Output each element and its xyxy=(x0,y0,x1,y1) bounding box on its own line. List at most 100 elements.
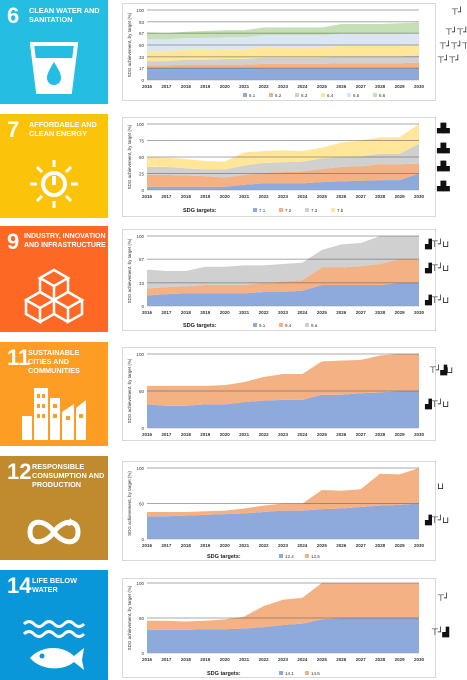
x-tick-label: 2025 xyxy=(317,194,328,199)
x-tick-label: 2021 xyxy=(239,194,250,199)
x-tick-label: 2020 xyxy=(220,543,231,548)
legend-label: 6.4 xyxy=(327,93,334,98)
area-series-12-5 xyxy=(147,468,419,517)
x-tick-label: 2024 xyxy=(297,432,308,437)
legend-label: 6.1 xyxy=(249,93,256,98)
sdg-number: 12 xyxy=(7,459,32,484)
sdg-title: RESPONSIBLE CONSUMPTION AND PRODUCTION xyxy=(32,462,105,489)
area-series-6-6 xyxy=(147,22,419,40)
sdg-number: 7 xyxy=(7,117,20,142)
y-tick-label: 67 xyxy=(139,257,145,262)
infinity-icon xyxy=(0,456,108,560)
tap-icon: ⊤┘ xyxy=(451,8,463,18)
sdg-number: 9 xyxy=(7,229,20,254)
sdg-title: AFFORDABLE AND CLEAN ENERGY xyxy=(29,120,97,138)
x-tick-label: 2019 xyxy=(200,310,211,315)
x-tick-label: 2030 xyxy=(414,310,425,315)
area-series-6-1 xyxy=(147,68,419,80)
x-tick-label: 2020 xyxy=(220,432,231,437)
sdg-title: CLEAN WATER AND SANITATION xyxy=(29,6,100,24)
sun-power-icon xyxy=(0,114,108,218)
area-series-6-2 xyxy=(147,62,419,69)
factory-tap-bin-icons: ▟⊤┘⊔ xyxy=(425,240,449,250)
legend-label: 12.4 xyxy=(285,554,294,559)
legend-label: 7.3 xyxy=(311,208,318,213)
x-tick-label: 2019 xyxy=(200,432,211,437)
y-tick-label: 0 xyxy=(141,651,144,656)
x-tick-label: 2025 xyxy=(317,310,328,315)
sdg-tile-11: 11 SUSTAINABLE CITIES AND COMMUNITIES xyxy=(0,342,108,446)
x-tick-label: 2023 xyxy=(278,543,289,548)
area-series-6-3 xyxy=(147,55,419,66)
sdg-number: 14 xyxy=(7,573,32,598)
x-tick-label: 2026 xyxy=(336,194,347,199)
x-tick-label: 2017 xyxy=(161,84,172,89)
legend-swatch xyxy=(269,93,273,97)
x-tick-label: 2021 xyxy=(239,432,250,437)
x-tick-label: 2029 xyxy=(395,432,406,437)
legend-swatch xyxy=(321,93,325,97)
legend-swatch xyxy=(305,208,309,212)
y-tick-label: 50 xyxy=(139,616,145,621)
legend-swatch xyxy=(295,93,299,97)
chart-panel-14: 0 50 100 2016 2017 2018 2019 2020 2021 2022 2023 20… xyxy=(122,578,436,678)
x-tick-label: 2020 xyxy=(220,194,231,199)
x-tick-label: 2022 xyxy=(259,310,270,315)
x-tick-label: 2018 xyxy=(181,310,192,315)
y-tick-label: 100 xyxy=(136,466,144,471)
x-tick-label: 2020 xyxy=(220,657,231,662)
chart-panel-9: 0 33 67 100 2016 2017 2018 2019 2020 2021 2022 2023… xyxy=(122,229,436,331)
area-series-7-3 xyxy=(147,143,419,178)
y-axis-label: SDG achievement, by target (%) xyxy=(127,12,132,77)
legend-label: 14.5 xyxy=(311,671,320,676)
x-tick-label: 2016 xyxy=(142,84,153,89)
x-tick-label: 2025 xyxy=(317,657,328,662)
tap-icon: ⊤┘ xyxy=(437,594,449,604)
x-tick-label: 2016 xyxy=(142,432,153,437)
legend-swatch xyxy=(373,93,377,97)
area-series-12-4 xyxy=(147,503,419,539)
area-chart-sdg12: 0 50 100 2016 2017 2018 2019 2020 2021 2022 2023 20… xyxy=(127,466,425,560)
x-tick-label: 2027 xyxy=(356,84,367,89)
x-tick-label: 2023 xyxy=(278,657,289,662)
legend-label: 14.1 xyxy=(285,671,294,676)
legend-heading: SDG targets: xyxy=(183,208,217,214)
x-tick-label: 2025 xyxy=(317,543,328,548)
sdg-number: 11 xyxy=(7,345,31,370)
chart-panel-7: 0 25 50 75 100 2016 2017 2018 2019 2020 2021 2022 20… xyxy=(122,117,436,217)
x-tick-label: 2016 xyxy=(142,657,153,662)
legend-label: 9.4 xyxy=(285,323,292,328)
side-icons-7: ▟▙ ▟▙ ▟▙ ▟▙ xyxy=(437,124,463,210)
x-tick-label: 2030 xyxy=(414,194,425,199)
bin-icon: ⊔ xyxy=(437,482,444,492)
x-tick-label: 2024 xyxy=(297,543,308,548)
fish-waves-icon xyxy=(0,570,108,680)
x-tick-label: 2027 xyxy=(356,543,367,548)
y-axis-label: SDG achievement, by target (%) xyxy=(127,471,132,536)
chart-panel-11: 0 50 100 2016 2017 2018 2019 2020 2021 2022 2023 20… xyxy=(122,347,436,441)
legend-label: 12.5 xyxy=(311,554,320,559)
y-tick-label: 100 xyxy=(136,122,144,127)
x-tick-label: 2022 xyxy=(259,432,270,437)
area-series-14-5 xyxy=(147,583,419,630)
legend-swatch xyxy=(331,208,335,212)
area-series-7-1 xyxy=(147,173,419,190)
x-tick-label: 2024 xyxy=(297,310,308,315)
y-tick-label: 67 xyxy=(139,31,145,36)
area-chart-sdg7: 0 25 50 75 100 2016 2017 2018 2019 2020 2021 2022 20… xyxy=(127,122,425,214)
x-tick-label: 2018 xyxy=(181,84,192,89)
x-tick-label: 2029 xyxy=(395,543,406,548)
area-chart-sdg11: 0 50 100 2016 2017 2018 2019 2020 2021 2022 2023 20… xyxy=(127,352,425,437)
x-tick-label: 2020 xyxy=(220,84,231,89)
x-tick-label: 2016 xyxy=(142,194,153,199)
side-icons-9: ▟⊤┘⊔ ▟⊤┘⊔ ▟⊤┘⊔ xyxy=(425,240,463,326)
y-tick-label: 100 xyxy=(136,581,144,586)
legend-swatch xyxy=(305,554,309,558)
x-tick-label: 2026 xyxy=(336,310,347,315)
sdg-row-11: 11 SUSTAINABLE CITIES AND COMMUNITIES 0 5… xyxy=(0,342,467,446)
y-tick-label: 50 xyxy=(139,502,145,507)
x-tick-label: 2022 xyxy=(259,84,270,89)
tap-factory-icons: ⊤┘▟ xyxy=(431,628,449,638)
side-icons-6: ⊤┘ ⊤┘⊤┘ ⊤┘⊤┘⊤ ⊤┘⊤┘ xyxy=(437,8,467,98)
legend-label: 6.3 xyxy=(301,93,308,98)
